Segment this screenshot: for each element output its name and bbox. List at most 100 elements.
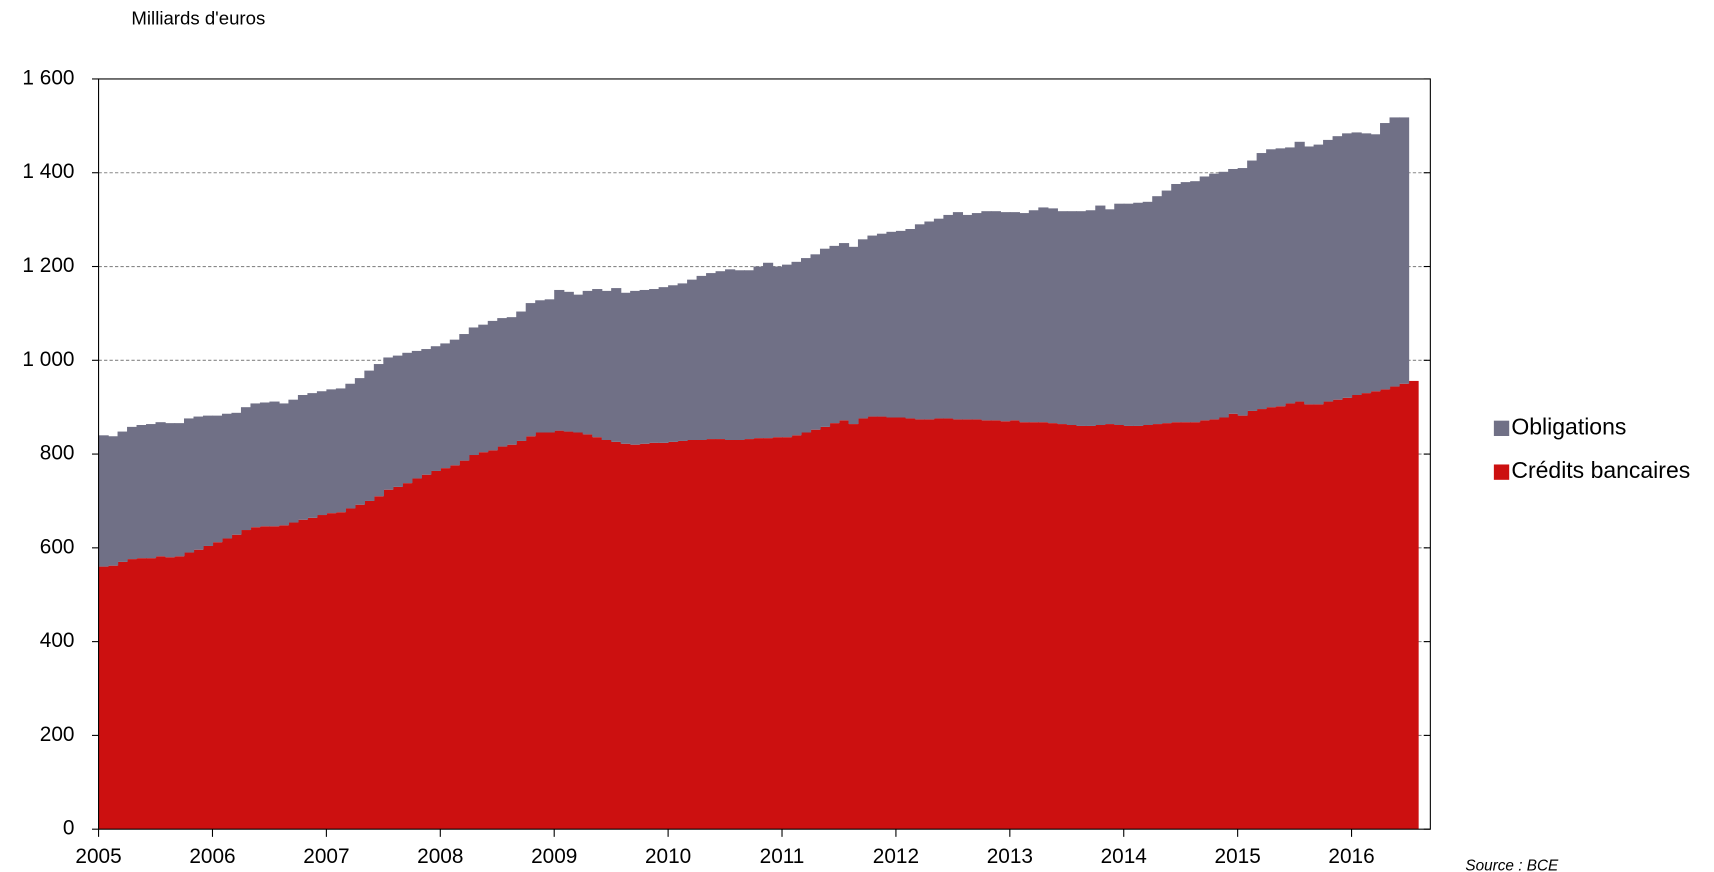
area-step (772, 266, 783, 438)
area-step (791, 261, 802, 436)
area-step (1342, 133, 1353, 398)
area-step (696, 275, 707, 441)
area-step (1085, 210, 1096, 426)
x-tick-label: 2010 (645, 845, 691, 868)
x-tick-label: 2013 (987, 845, 1033, 868)
area-step (487, 320, 498, 451)
area-step (212, 415, 223, 543)
area-step (563, 431, 574, 830)
area-step (354, 504, 366, 830)
area-step (620, 292, 631, 444)
area-step (1351, 394, 1362, 830)
area-step (1285, 403, 1296, 830)
area-step (1228, 168, 1239, 414)
area-step (1123, 425, 1134, 830)
area-step (1171, 422, 1182, 830)
area-step (582, 290, 593, 435)
area-step (1304, 404, 1315, 830)
area-step (98, 566, 109, 830)
x-tick-label: 2007 (303, 845, 349, 868)
area-step (620, 443, 631, 830)
area-step (1228, 413, 1239, 830)
area-step (1133, 425, 1144, 830)
area-step (886, 417, 897, 830)
area-step (421, 474, 432, 830)
area-step (402, 483, 413, 830)
area-step (905, 418, 916, 830)
area-step (924, 221, 935, 420)
area-step (1028, 210, 1039, 423)
area-step (1019, 422, 1030, 830)
area-step (411, 350, 422, 479)
area-step (1133, 202, 1144, 426)
area-step (316, 515, 328, 830)
area-step (468, 455, 479, 830)
area-step (981, 211, 992, 421)
area-step (734, 270, 745, 441)
area-step (1389, 386, 1400, 830)
area-step (1256, 409, 1267, 830)
x-tick-label: 2009 (531, 845, 577, 868)
area-step (392, 355, 403, 487)
area-step (1000, 421, 1011, 830)
area-step (231, 534, 242, 830)
area-step (221, 538, 233, 830)
area-step (838, 420, 850, 830)
area-step (1009, 212, 1020, 421)
area-step (383, 357, 394, 490)
area-step (573, 432, 584, 830)
area-step (1247, 160, 1258, 411)
area-step (601, 440, 612, 830)
area-step (763, 438, 774, 830)
area-step (478, 324, 489, 453)
area-step (1142, 425, 1153, 830)
area-step (611, 288, 622, 442)
area-step (316, 391, 328, 516)
area-step (506, 444, 517, 830)
area-step (478, 452, 489, 830)
area-step (554, 430, 565, 830)
area-step (108, 565, 119, 830)
area-step (1294, 401, 1305, 830)
area-step (933, 218, 945, 419)
area-step (924, 419, 935, 830)
area-step (136, 558, 147, 830)
area-step (535, 300, 546, 433)
area-step (421, 349, 432, 475)
area-step (259, 526, 271, 830)
area-step (914, 419, 926, 830)
area-step (1047, 208, 1058, 424)
area-step (857, 239, 869, 419)
area-step (782, 437, 793, 830)
y-tick-label: 800 (40, 442, 75, 465)
area-step (345, 508, 356, 830)
area-step (952, 419, 964, 830)
area-step (1332, 399, 1343, 830)
area-step (250, 403, 261, 528)
area-step (782, 264, 793, 438)
area-step (1057, 424, 1068, 830)
area-step (193, 416, 204, 550)
area-step (155, 556, 166, 830)
area-step (1190, 181, 1201, 423)
area-step (221, 413, 233, 539)
y-tick-label: 1 600 (22, 66, 74, 89)
area-step (136, 425, 147, 559)
area-step (1237, 168, 1248, 416)
x-tick-label: 2015 (1215, 845, 1261, 868)
area-step (801, 258, 812, 433)
area-step (1047, 423, 1058, 830)
area-step (98, 435, 109, 567)
area-step (895, 230, 907, 418)
area-step (857, 418, 869, 830)
area-step (146, 424, 157, 559)
area-step (1266, 407, 1277, 830)
area-step (886, 231, 897, 418)
area-step (1190, 422, 1201, 830)
y-axis-label: Milliards d'euros (131, 8, 265, 29)
area-step (592, 289, 603, 438)
area-step (345, 383, 356, 509)
area-step (1285, 147, 1296, 404)
area-step (1123, 203, 1134, 426)
